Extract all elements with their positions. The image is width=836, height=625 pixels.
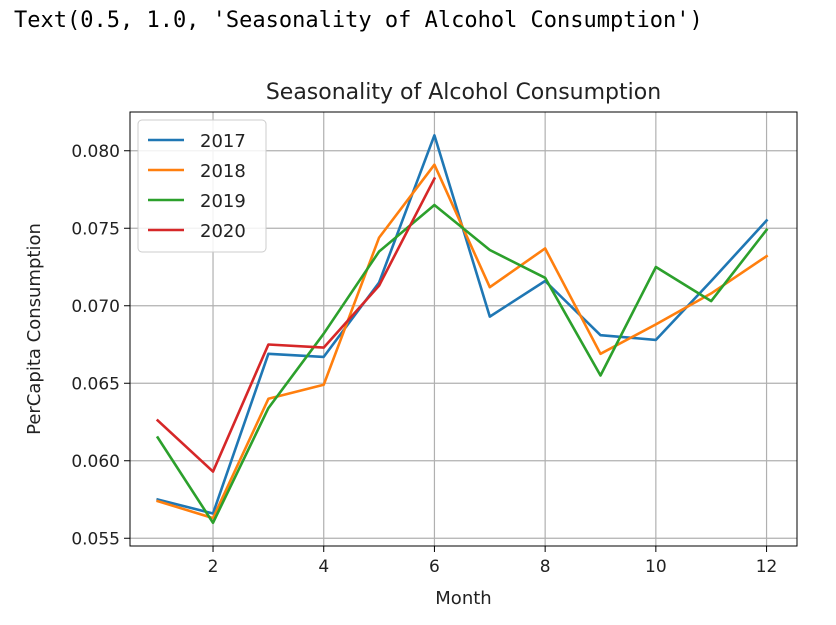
y-tick-label: 0.065 bbox=[71, 374, 120, 394]
x-tick-label: 6 bbox=[429, 557, 440, 577]
x-axis-title: Month bbox=[435, 588, 491, 609]
legend-box bbox=[137, 119, 267, 253]
chart-title: Seasonality of Alcohol Consumption bbox=[266, 80, 661, 105]
series-line-2020 bbox=[155, 176, 437, 473]
grid bbox=[130, 112, 797, 546]
x-axis-ticks: 2 4 6 8 10 12 bbox=[208, 546, 778, 577]
y-tick-label: 0.075 bbox=[71, 219, 120, 239]
legend-label-2020: 2020 bbox=[200, 221, 246, 242]
legend: 2017 2018 2019 2020 bbox=[137, 119, 267, 253]
legend-label-2018: 2018 bbox=[200, 161, 246, 182]
y-axis-title: PerCapita Consumption bbox=[24, 223, 45, 435]
cell-output-text: Text(0.5, 1.0, 'Seasonality of Alcohol C… bbox=[14, 8, 703, 33]
legend-label-2017: 2017 bbox=[200, 131, 246, 152]
series-line-2019 bbox=[155, 203, 769, 525]
plot-frame bbox=[129, 111, 798, 547]
x-tick-label: 4 bbox=[318, 557, 329, 577]
series-lines bbox=[155, 134, 769, 525]
x-tick-label: 12 bbox=[756, 557, 778, 577]
legend-label-2019: 2019 bbox=[200, 191, 246, 212]
x-tick-label: 2 bbox=[208, 557, 219, 577]
y-tick-label: 0.070 bbox=[71, 297, 120, 317]
y-tick-label: 0.080 bbox=[71, 142, 120, 162]
x-tick-label: 10 bbox=[645, 557, 667, 577]
x-tick-label: 8 bbox=[540, 557, 551, 577]
y-tick-label: 0.060 bbox=[71, 452, 120, 472]
y-axis-ticks: 0.055 0.060 0.065 0.070 0.075 0.080 bbox=[71, 142, 130, 549]
y-tick-label: 0.055 bbox=[71, 529, 120, 549]
